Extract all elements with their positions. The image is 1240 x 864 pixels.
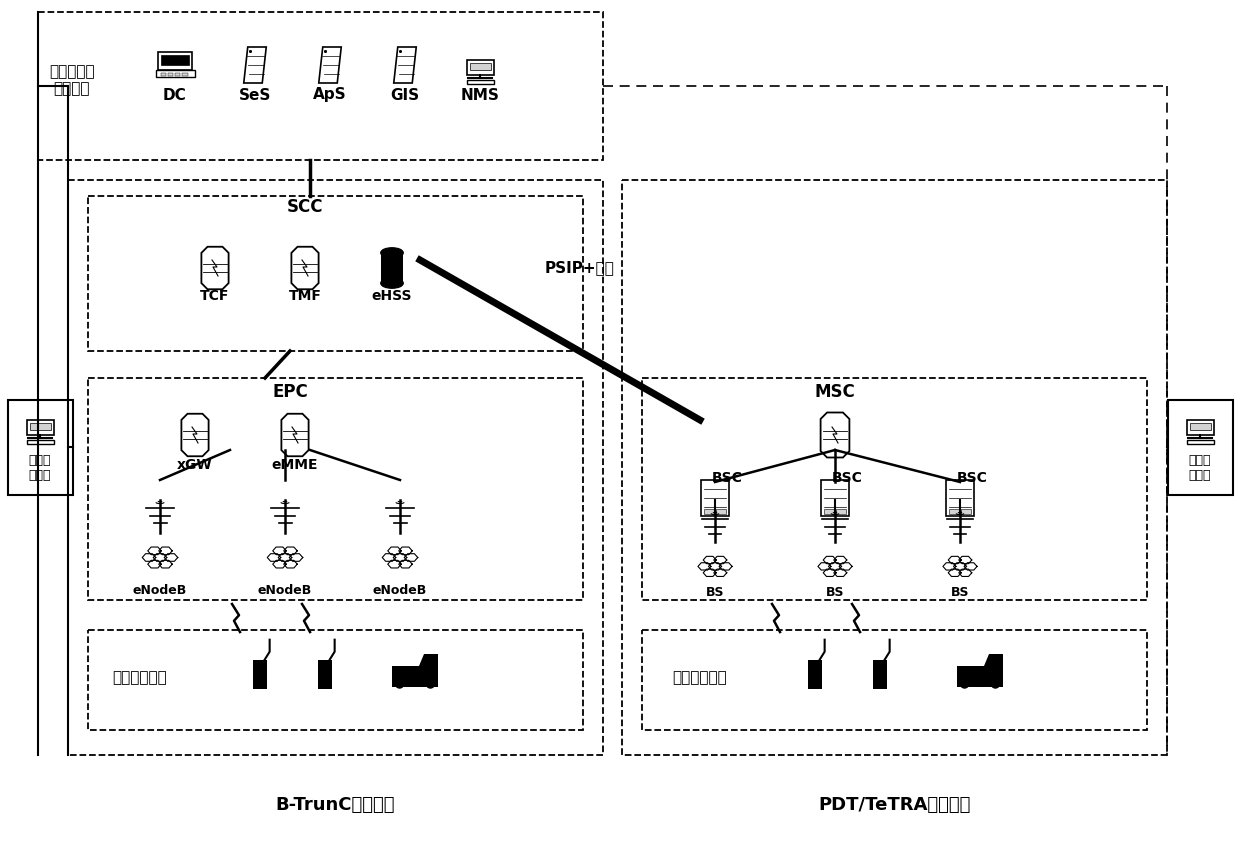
Text: MSC: MSC	[815, 383, 856, 401]
Bar	[949, 509, 971, 513]
Text: GIS: GIS	[391, 87, 419, 103]
Bar	[26, 440, 53, 444]
Bar	[68, 180, 603, 755]
Text: xGW: xGW	[177, 458, 213, 472]
Bar	[182, 73, 187, 76]
Polygon shape	[319, 47, 341, 83]
Bar	[88, 196, 583, 351]
Text: BSC: BSC	[832, 471, 863, 485]
Text: 统一调度及
应用平台: 统一调度及 应用平台	[50, 64, 94, 96]
Polygon shape	[291, 247, 319, 289]
Text: DC: DC	[164, 87, 187, 103]
Bar	[622, 180, 1167, 755]
Text: SeS: SeS	[239, 87, 272, 103]
Text: 窄带集群终端: 窄带集群终端	[672, 670, 728, 685]
Bar	[253, 660, 267, 689]
Bar	[38, 12, 603, 160]
Bar	[470, 62, 491, 70]
Bar	[808, 660, 822, 689]
Text: SCC: SCC	[286, 198, 324, 216]
Bar	[161, 54, 188, 66]
Text: TCF: TCF	[201, 289, 229, 303]
Polygon shape	[821, 412, 849, 458]
Bar	[160, 73, 166, 76]
Circle shape	[396, 680, 404, 688]
Bar	[1168, 400, 1233, 495]
Text: eNodeB: eNodeB	[258, 583, 312, 596]
Text: 操作维
护中心: 操作维 护中心	[29, 454, 51, 482]
Bar	[466, 79, 494, 84]
Ellipse shape	[381, 278, 403, 289]
Text: TMF: TMF	[289, 289, 321, 303]
Bar	[957, 666, 1003, 687]
Bar	[7, 400, 73, 495]
Bar	[159, 52, 191, 70]
Bar	[167, 73, 174, 76]
Text: BS: BS	[706, 587, 724, 600]
Polygon shape	[983, 654, 1003, 666]
Bar	[1189, 422, 1210, 429]
Bar	[821, 480, 849, 516]
Text: eNodeB: eNodeB	[133, 583, 187, 596]
Text: 操作维
护中心: 操作维 护中心	[1189, 454, 1211, 482]
Bar	[466, 60, 494, 74]
Bar	[1187, 440, 1214, 444]
Bar	[30, 422, 51, 429]
Bar	[319, 660, 331, 689]
Polygon shape	[394, 47, 417, 83]
Bar	[823, 509, 847, 513]
Text: PDT/TeTRA窄带集群: PDT/TeTRA窄带集群	[818, 796, 971, 814]
Bar	[175, 73, 180, 76]
Text: eHSS: eHSS	[372, 289, 412, 303]
Bar	[1187, 420, 1214, 435]
Bar	[392, 666, 438, 687]
Polygon shape	[201, 247, 228, 289]
Bar	[642, 378, 1147, 600]
Ellipse shape	[381, 248, 403, 257]
Bar	[642, 630, 1147, 730]
Polygon shape	[244, 47, 267, 83]
Text: eMME: eMME	[272, 458, 319, 472]
Bar	[873, 660, 887, 689]
Bar	[155, 70, 195, 77]
Bar	[381, 253, 403, 283]
Text: B-TrunC宽带集群: B-TrunC宽带集群	[275, 796, 394, 814]
Circle shape	[961, 680, 968, 688]
Text: PSIP+扩展: PSIP+扩展	[546, 261, 615, 276]
Text: BSC: BSC	[956, 471, 987, 485]
Polygon shape	[281, 414, 309, 456]
Bar	[26, 420, 53, 435]
Polygon shape	[181, 414, 208, 456]
Text: EPC: EPC	[272, 383, 308, 401]
Text: ApS: ApS	[314, 87, 347, 103]
Text: BSC: BSC	[712, 471, 743, 485]
Polygon shape	[419, 654, 438, 666]
Text: 宽带集群终端: 宽带集群终端	[113, 670, 167, 685]
Bar	[703, 509, 727, 513]
Text: BS: BS	[826, 587, 844, 600]
Bar	[946, 480, 975, 516]
Bar	[88, 630, 583, 730]
Circle shape	[427, 680, 434, 688]
Text: BS: BS	[951, 587, 970, 600]
Bar	[701, 480, 729, 516]
Bar	[88, 378, 583, 600]
Text: eNodeB: eNodeB	[373, 583, 427, 596]
Circle shape	[991, 680, 999, 688]
Text: NMS: NMS	[460, 87, 500, 103]
